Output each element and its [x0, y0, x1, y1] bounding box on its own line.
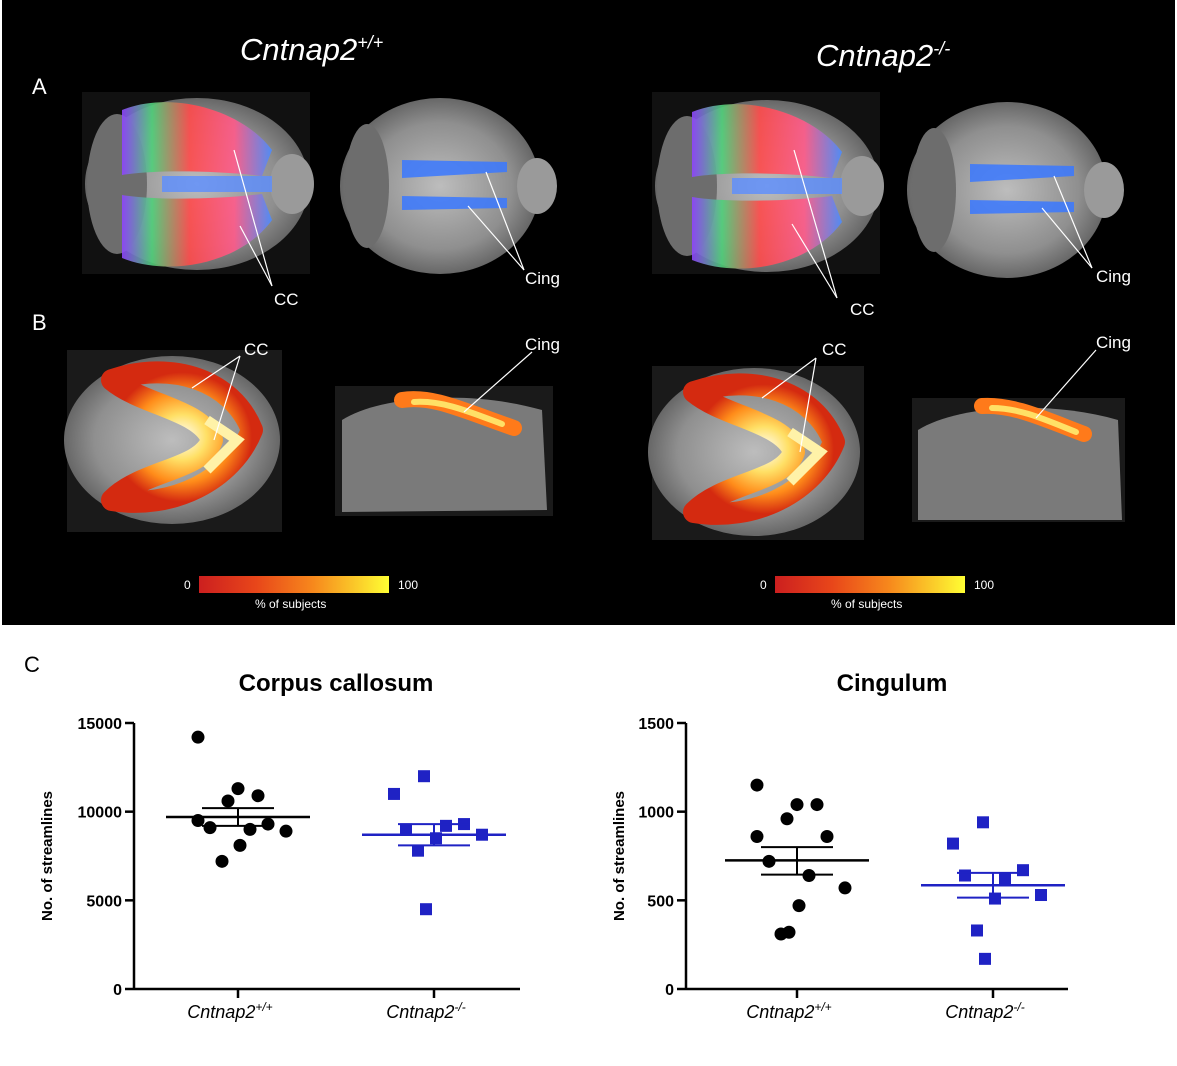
- data-point: [215, 854, 229, 868]
- data-point: [782, 925, 796, 939]
- panel-b-pointer-lines: [191, 349, 1097, 453]
- data-point: [979, 952, 991, 965]
- data-point: [999, 873, 1011, 886]
- data-point: [838, 881, 852, 895]
- label-cc-wt-b: CC: [244, 340, 269, 359]
- data-point: [971, 924, 983, 937]
- y-tick-label: 5000: [86, 893, 122, 910]
- ko-genotype-base: Cntnap2: [816, 38, 934, 73]
- wt-axial-cingulum: [340, 98, 557, 274]
- data-point: [440, 819, 452, 832]
- data-point: [388, 787, 400, 800]
- data-point: [790, 798, 804, 812]
- ko-genotype-sup: -/-: [933, 38, 951, 59]
- wt-axial-tractography: [82, 92, 314, 274]
- data-point: [412, 844, 424, 857]
- y-tick-label: 1500: [638, 716, 674, 733]
- ko-genotype-header: Cntnap2-/-: [816, 38, 950, 74]
- data-point: [1017, 864, 1029, 877]
- y-axis-label: No. of streamlines: [39, 791, 56, 921]
- wt-genotype-header: Cntnap2+/+: [240, 32, 383, 68]
- panel-label-a: A: [32, 74, 47, 99]
- label-cc-wt-a: CC: [274, 290, 299, 309]
- data-point: [947, 837, 959, 850]
- ko-axial-tractography: [652, 92, 884, 274]
- data-point: [750, 778, 764, 792]
- data-point: [977, 816, 989, 829]
- imaging-panel: Cntnap2+/+ Cntnap2-/- A B: [2, 0, 1175, 625]
- ko-axial-heatmap: [648, 366, 864, 540]
- label-cing-ko-a: Cing: [1096, 267, 1131, 286]
- x-tick-label-sup: +/+: [814, 1000, 831, 1014]
- wt-genotype-sup: +/+: [357, 32, 384, 53]
- chart-title: Cingulum: [837, 670, 948, 697]
- colorbar-wt-max: 100: [398, 578, 419, 592]
- label-cing-wt-b: Cing: [525, 335, 560, 354]
- label-cc-ko-a: CC: [850, 300, 875, 319]
- data-point: [418, 770, 430, 783]
- label-cc-ko-b: CC: [822, 340, 847, 359]
- y-tick-label: 0: [113, 982, 122, 999]
- x-tick-label-sup: +/+: [255, 1000, 272, 1014]
- panel-label-b: B: [32, 310, 47, 335]
- data-point: [792, 899, 806, 913]
- colorbar-wt-label: % of subjects: [255, 597, 327, 611]
- wt-genotype-base: Cntnap2: [240, 32, 358, 67]
- label-cing-ko-b: Cing: [1096, 333, 1131, 352]
- ko-sagittal-heatmap: [912, 397, 1125, 522]
- colorbar-wt: [199, 576, 389, 593]
- data-point: [780, 812, 794, 826]
- data-point: [203, 821, 217, 835]
- x-tick-label: Cntnap2-/-: [386, 1000, 465, 1022]
- data-point: [251, 789, 265, 803]
- colorbar-ko-max: 100: [974, 578, 995, 592]
- data-point: [279, 824, 293, 838]
- data-point: [261, 817, 275, 831]
- panel-label-c: C: [24, 652, 40, 677]
- x-tick-label: Cntnap2-/-: [945, 1000, 1024, 1022]
- x-tick-label: Cntnap2+/+: [746, 1000, 831, 1022]
- y-tick-label: 500: [647, 893, 674, 910]
- data-point: [400, 823, 412, 836]
- data-point: [420, 903, 432, 916]
- data-point: [221, 794, 235, 808]
- ko-axial-cingulum: [907, 102, 1124, 278]
- data-point: [750, 829, 764, 843]
- data-point: [959, 869, 971, 882]
- y-tick-label: 10000: [78, 805, 123, 822]
- data-point: [820, 829, 834, 843]
- y-tick-label: 0: [665, 982, 674, 999]
- wt-sagittal-heatmap: [335, 386, 553, 516]
- y-tick-label: 1000: [638, 805, 674, 822]
- y-tick-label: 15000: [78, 716, 123, 733]
- colorbar-ko-label: % of subjects: [831, 597, 903, 611]
- wt-axial-heatmap: [64, 350, 282, 532]
- data-point: [243, 822, 257, 836]
- x-tick-label-sup: -/-: [454, 1000, 465, 1014]
- data-point: [1035, 889, 1047, 902]
- label-cing-wt-a: Cing: [525, 269, 560, 288]
- chart-title: Corpus callosum: [239, 670, 434, 697]
- data-point: [810, 798, 824, 812]
- y-axis-label: No. of streamlines: [611, 791, 628, 921]
- data-point: [231, 782, 245, 796]
- data-point: [233, 838, 247, 852]
- panel-a-pointer-lines: [233, 149, 1093, 299]
- x-tick-label-sup: -/-: [1013, 1000, 1024, 1014]
- colorbar-wt-min: 0: [184, 578, 191, 592]
- chart-corpus-callosum: Corpus callosum No. of streamlines 0 5000 10…: [39, 670, 520, 1022]
- chart-cingulum: Cingulum No. of streamlines 0 500 1000 1500 Cn…: [611, 670, 1068, 1022]
- colorbar-ko-min: 0: [760, 578, 767, 592]
- data-point: [191, 730, 205, 744]
- colorbar-ko: [775, 576, 965, 593]
- x-tick-label: Cntnap2+/+: [187, 1000, 272, 1022]
- brain-images-svg: CC Cing CC Cing CC Cing CC Cing: [64, 92, 1131, 540]
